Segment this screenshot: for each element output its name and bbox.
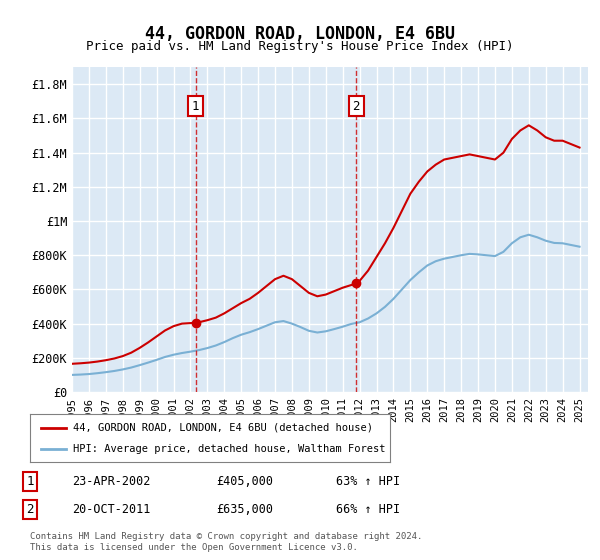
Text: 20-OCT-2011: 20-OCT-2011 [72, 503, 151, 516]
Text: 1: 1 [192, 100, 199, 113]
Text: 44, GORDON ROAD, LONDON, E4 6BU: 44, GORDON ROAD, LONDON, E4 6BU [145, 25, 455, 43]
Text: 66% ↑ HPI: 66% ↑ HPI [336, 503, 400, 516]
Text: Price paid vs. HM Land Registry's House Price Index (HPI): Price paid vs. HM Land Registry's House … [86, 40, 514, 53]
Text: 44, GORDON ROAD, LONDON, E4 6BU (detached house): 44, GORDON ROAD, LONDON, E4 6BU (detache… [73, 423, 373, 433]
Text: 2: 2 [352, 100, 360, 113]
Text: Contains HM Land Registry data © Crown copyright and database right 2024.
This d: Contains HM Land Registry data © Crown c… [30, 532, 422, 552]
Text: 23-APR-2002: 23-APR-2002 [72, 475, 151, 488]
Text: HPI: Average price, detached house, Waltham Forest: HPI: Average price, detached house, Walt… [73, 444, 386, 454]
Text: 1: 1 [26, 475, 34, 488]
Text: 2: 2 [26, 503, 34, 516]
Text: £405,000: £405,000 [216, 475, 273, 488]
Text: 63% ↑ HPI: 63% ↑ HPI [336, 475, 400, 488]
Text: £635,000: £635,000 [216, 503, 273, 516]
